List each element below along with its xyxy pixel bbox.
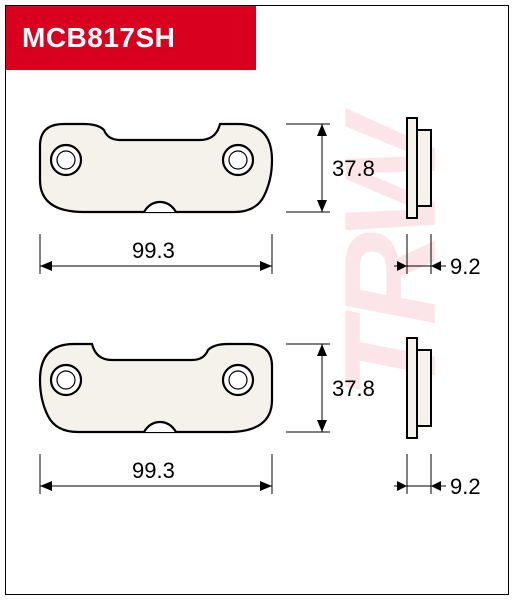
dim-top-width: 99.3 [24, 234, 284, 288]
dim-bottom-thickness-value: 9.2 [450, 474, 481, 499]
pad-bottom-side-svg [401, 332, 441, 450]
dim-bottom-thickness: 9.2 [394, 454, 504, 508]
header-bar: MCB817SH [6, 6, 256, 70]
pad-bottom-side [401, 332, 441, 455]
pad-top-side-svg [401, 112, 441, 230]
pad-top-front [24, 116, 284, 226]
pad-bottom-outline [24, 336, 284, 446]
dim-top-height-value: 37.8 [332, 156, 374, 181]
pad-top-outline [24, 116, 284, 226]
pad-bottom-front [24, 336, 284, 446]
dim-top-width-value: 99.3 [132, 238, 175, 263]
pad-top-side [401, 112, 441, 235]
dim-bottom-width-value: 99.3 [132, 458, 175, 483]
dim-bottom-height-value: 37.8 [332, 376, 374, 401]
dim-bottom-height: 37.8 [284, 336, 374, 446]
dim-top-thickness-value: 9.2 [450, 254, 481, 279]
dim-top-height: 37.8 [284, 116, 374, 226]
diagram-frame: MCB817SH TRW 37.8 [5, 5, 509, 595]
part-number: MCB817SH [22, 22, 175, 54]
dim-top-thickness: 9.2 [394, 234, 504, 288]
dim-bottom-width: 99.3 [24, 454, 284, 508]
